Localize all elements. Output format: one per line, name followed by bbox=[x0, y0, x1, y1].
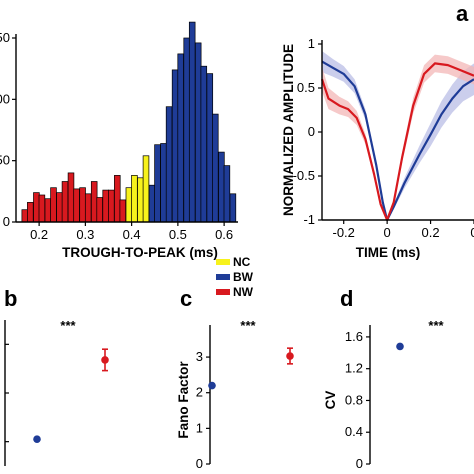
legend: NC BW NW bbox=[216, 255, 254, 299]
waveform-x-tick-label: -0.2 bbox=[333, 225, 355, 240]
waveform-band-bw bbox=[322, 51, 474, 221]
histogram-bar-bw bbox=[194, 42, 202, 223]
histogram-x-tick-label: 0.2 bbox=[30, 227, 48, 242]
histogram-bar-bw bbox=[171, 69, 179, 223]
histogram-bar-nw bbox=[90, 181, 98, 223]
histogram-bar-bw bbox=[154, 144, 161, 223]
data-point-nw bbox=[101, 356, 109, 364]
waveform-y-tick-label: -1 bbox=[303, 212, 315, 227]
significance-marker: *** bbox=[428, 318, 444, 333]
histogram-y-tick-label: 50 bbox=[0, 153, 10, 168]
histogram-bar-nc bbox=[125, 187, 133, 223]
legend-swatch-nc bbox=[216, 259, 230, 265]
panel-b-chart: *** bbox=[4, 318, 109, 466]
panel-d-y-label: CV bbox=[323, 391, 338, 410]
waveform-y-tick-label: 0 bbox=[308, 124, 315, 139]
data-point-bw bbox=[208, 381, 216, 390]
histogram-bar-bw bbox=[165, 106, 173, 223]
panel-label-b: b bbox=[4, 286, 17, 311]
histogram-bar-bw bbox=[148, 184, 156, 223]
histogram-bar-nc bbox=[142, 155, 150, 223]
histogram-bar-bw bbox=[183, 37, 190, 223]
histogram-bar-nw bbox=[21, 209, 29, 223]
significance-marker: *** bbox=[240, 318, 256, 333]
waveform-band-nw bbox=[322, 54, 474, 221]
histogram-chart: 0.2 0.3 0.4 0.5 0.6 0 50 100 150 bbox=[0, 21, 238, 242]
histogram-bar-nw bbox=[108, 189, 115, 223]
data-point-nw bbox=[286, 352, 294, 360]
panel-d-y-tick-label: 0 bbox=[356, 456, 363, 471]
histogram-bar-nw bbox=[38, 194, 46, 223]
histogram-bar-nw bbox=[79, 187, 86, 223]
histogram-y-tick-label: 100 bbox=[0, 91, 10, 106]
histogram-bar-nw bbox=[102, 189, 109, 223]
legend-swatch-nw bbox=[216, 289, 230, 295]
data-point-bw bbox=[33, 435, 41, 444]
histogram-bar-nw bbox=[50, 187, 57, 223]
panel-c-y-tick-label: 3 bbox=[196, 349, 203, 364]
histogram-bar-nw bbox=[73, 188, 80, 223]
histogram-x-tick-label: 0.6 bbox=[215, 227, 233, 242]
histogram-bar-bw bbox=[229, 193, 237, 223]
panel-d-y-tick-label: 1.2 bbox=[345, 361, 363, 376]
significance-marker: *** bbox=[60, 318, 76, 333]
waveform-y-tick-label: 1 bbox=[308, 36, 315, 51]
histogram-bar-nw bbox=[44, 198, 52, 223]
legend-label-nc: NC bbox=[233, 255, 251, 269]
panel-label-c: c bbox=[180, 286, 192, 311]
histogram-bar-nw bbox=[61, 181, 69, 223]
waveform-line-bw bbox=[321, 60, 474, 222]
panel-c-y-label: Fano Factor bbox=[176, 361, 191, 439]
histogram-bar-nw bbox=[119, 199, 127, 223]
histogram-bar-bw bbox=[160, 143, 167, 223]
histogram-bar-nc bbox=[131, 175, 138, 223]
histogram-bar-nw bbox=[84, 193, 92, 223]
histogram-bar-nw bbox=[56, 192, 63, 223]
histogram-bar-bw bbox=[212, 113, 219, 223]
histogram-x-tick-label: 0.5 bbox=[169, 227, 187, 242]
histogram-x-tick-label: 0.4 bbox=[123, 227, 141, 242]
histogram-y-tick-label: 0 bbox=[3, 214, 10, 229]
waveform-chart: -0.2 0 0.2 0 1 0.5 0 -0.5 -1 bbox=[293, 36, 474, 240]
histogram-x-tick-label: 0.3 bbox=[76, 227, 94, 242]
legend-label-nw: NW bbox=[233, 285, 254, 299]
waveform-x-tick-label: 0 bbox=[470, 225, 474, 240]
waveform-y-label: NORMALIZED AMPLITUDE bbox=[281, 44, 296, 216]
waveform-x-tick-label: 0.2 bbox=[422, 225, 440, 240]
histogram-bar-nw bbox=[96, 197, 103, 223]
panel-d-y-tick-label: 0.4 bbox=[345, 424, 363, 439]
waveform-y-tick-label: -0.5 bbox=[293, 168, 315, 183]
histogram-bar-bw bbox=[206, 73, 214, 223]
legend-swatch-bw bbox=[216, 274, 230, 280]
panel-label-d: d bbox=[340, 286, 353, 311]
histogram-bar-bw bbox=[218, 151, 225, 223]
histogram-bar-bw bbox=[188, 21, 196, 223]
histogram-y-tick-label: 150 bbox=[0, 30, 10, 45]
panel-d-y-tick-label: 1.6 bbox=[345, 329, 363, 344]
panel-d-y-tick-label: 0.8 bbox=[345, 392, 363, 407]
waveform-x-tick-label: 0 bbox=[384, 225, 391, 240]
panel-c-chart: *** 0 1 2 3 bbox=[196, 318, 294, 471]
panel-c-y-tick-label: 1 bbox=[196, 420, 203, 435]
waveform-y-tick-label: 0.5 bbox=[297, 80, 315, 95]
histogram-bar-nc bbox=[137, 177, 144, 223]
panel-d-chart: *** 0 0.4 0.8 1.2 1.6 bbox=[345, 318, 445, 471]
histogram-bar-nw bbox=[67, 172, 75, 223]
histogram-bar-bw bbox=[223, 165, 231, 223]
waveform-x-label: TIME (ms) bbox=[356, 245, 421, 260]
panel-c-y-tick-label: 0 bbox=[196, 456, 203, 471]
data-point-bw bbox=[396, 342, 404, 351]
histogram-bar-bw bbox=[200, 65, 208, 223]
histogram-bar-nw bbox=[114, 175, 121, 223]
histogram-x-label: TROUGH-TO-PEAK (ms) bbox=[62, 245, 218, 260]
histogram-bar-nw bbox=[33, 192, 40, 223]
panel-label-a: a bbox=[456, 1, 469, 26]
histogram-bar-bw bbox=[177, 53, 184, 223]
legend-label-bw: BW bbox=[233, 270, 254, 284]
panel-c-y-tick-label: 2 bbox=[196, 385, 203, 400]
histogram-bar-nw bbox=[27, 202, 34, 223]
